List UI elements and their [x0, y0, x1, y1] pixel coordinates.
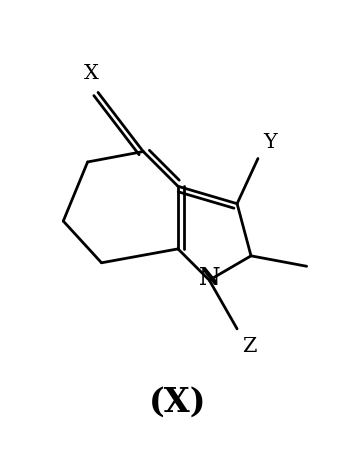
Text: N: N — [199, 266, 221, 290]
Text: (X): (X) — [149, 385, 207, 419]
Text: Y: Y — [263, 133, 277, 152]
Text: X: X — [84, 64, 99, 83]
Text: Z: Z — [242, 337, 257, 356]
